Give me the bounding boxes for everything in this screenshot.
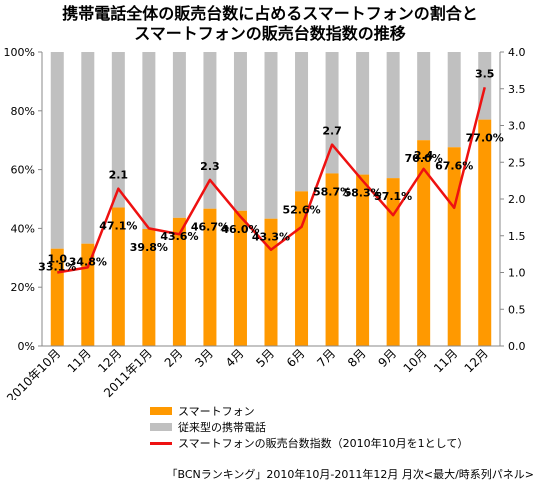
bar-feature-phone [81,52,95,244]
bar-value-label: 70.0% [405,152,443,165]
bar-feature-phone [172,52,186,218]
x-tick-label: 10月 [401,346,430,375]
bar-smartphone [447,147,461,346]
x-tick-label: 8月 [345,346,369,370]
index-value-label: 3.5 [475,67,495,80]
index-value-label: 2.1 [109,169,129,182]
bar-value-label: 57.1% [374,190,412,203]
bar-smartphone [111,207,125,346]
x-tick-label: 9月 [375,346,399,370]
y-right-tick-label: 2.0 [508,193,526,206]
bar-smartphone [172,217,186,346]
bar-value-label: 43.3% [252,231,290,244]
y-left-tick-label: 40% [11,222,35,235]
index-value-label: 1.0 [48,253,68,266]
bar-smartphone [264,218,278,346]
x-tick-label: 2010年10月 [4,346,63,400]
bar-smartphone [233,210,247,346]
bar-feature-phone [111,52,125,208]
x-tick-label: 2月 [162,346,186,370]
legend-item-feature-phone: 従来型の携帯電話 [150,419,468,435]
bar-feature-phone [264,52,278,219]
y-left-tick-label: 60% [11,164,35,177]
index-value-label: 2.3 [200,160,220,173]
bar-feature-phone [203,52,217,209]
bar-value-label: 67.6% [435,159,473,172]
x-tick-label: 6月 [284,346,308,370]
y-right-tick-label: 4.0 [508,46,526,59]
chart-legend: スマートフォン 従来型の携帯電話 スマートフォンの販売台数指数（2010年10月… [150,403,468,451]
bar-smartphone [203,208,217,346]
bar-feature-phone [356,52,370,175]
bar-feature-phone [325,52,339,174]
bar-smartphone [142,228,156,346]
bar-feature-phone [142,52,156,229]
bar-feature-phone [50,52,64,249]
x-tick-label: 11月 [65,346,94,375]
index-line [57,86,486,274]
x-tick-label: 7月 [314,346,338,370]
bar-value-label: 77.0% [466,132,504,145]
bar-feature-phone [447,52,461,148]
bar-smartphone [478,119,492,347]
bar-smartphone [81,243,95,346]
bar-feature-phone [233,52,247,211]
bar-value-label: 46.0% [221,223,259,236]
bar-smartphone [417,140,431,346]
legend-item-index: スマートフォンの販売台数指数（2010年10月を1として） [150,435,468,451]
y-right-tick-label: 3.5 [508,83,526,96]
bar-value-label: 52.6% [282,203,320,216]
legend-swatch-smartphone [150,407,172,415]
y-left-tick-label: 80% [11,105,35,118]
source-note: 「BCNランキング」2010年10月-2011年12月 月次<最大/時系列パネル… [166,468,534,481]
y-left-tick-label: 0% [18,340,35,353]
bar-smartphone [356,174,370,346]
x-tick-label: 5月 [253,346,277,370]
legend-swatch-feature-phone [150,423,172,431]
chart-title-line1: 携帯電話全体の販売台数に占めるスマートフォンの割合と [62,4,478,23]
chart-title-line2: スマートフォンの販売台数指数の推移 [134,24,406,43]
bar-value-label: 58.7% [313,185,351,198]
legend-label-feature-phone: 従来型の携帯電話 [178,421,266,434]
bar-feature-phone [417,52,431,141]
bar-value-label: 46.7% [191,221,229,234]
y-right-tick-label: 0.0 [508,340,526,353]
bar-value-label: 43.6% [160,230,198,243]
y-right-tick-label: 1.0 [508,267,526,280]
legend-swatch-index [150,441,172,445]
legend-label-smartphone: スマートフォン [178,405,255,418]
bar-smartphone [386,178,400,346]
x-tick-label: 4月 [223,346,247,370]
bar-value-label: 47.1% [99,220,137,233]
y-left-tick-label: 100% [4,46,35,59]
x-tick-label: 3月 [192,346,216,370]
x-tick-label: 11月 [431,346,460,375]
legend-label-index: スマートフォンの販売台数指数（2010年10月を1として） [178,437,469,450]
bar-value-label: 34.8% [69,256,107,269]
bar-feature-phone [386,52,400,179]
chart-plot: 0% 20% 40% 60% 80% 100% 0.0 0.5 1.0 1.5 2.0 2.5 3.0 3… [4,46,526,400]
bar-smartphone [325,173,339,346]
y-right-tick-label: 3.0 [508,120,526,133]
legend-item-smartphone: スマートフォン [150,403,468,419]
bar-value-label: 33.1% [38,261,76,274]
y-right-tick-label: 2.5 [508,156,526,169]
bar-value-label: 58.3% [344,187,382,200]
x-tick-label: 12月 [462,346,491,375]
y-right-tick-label: 0.5 [508,303,526,316]
y-right-tick-label: 1.5 [508,230,526,243]
bar-feature-phone [295,52,309,192]
bar-value-label: 39.8% [130,241,168,254]
index-value-label: 2.4 [414,149,434,162]
index-value-label: 2.7 [322,125,342,138]
y-left-tick-label: 20% [11,281,35,294]
